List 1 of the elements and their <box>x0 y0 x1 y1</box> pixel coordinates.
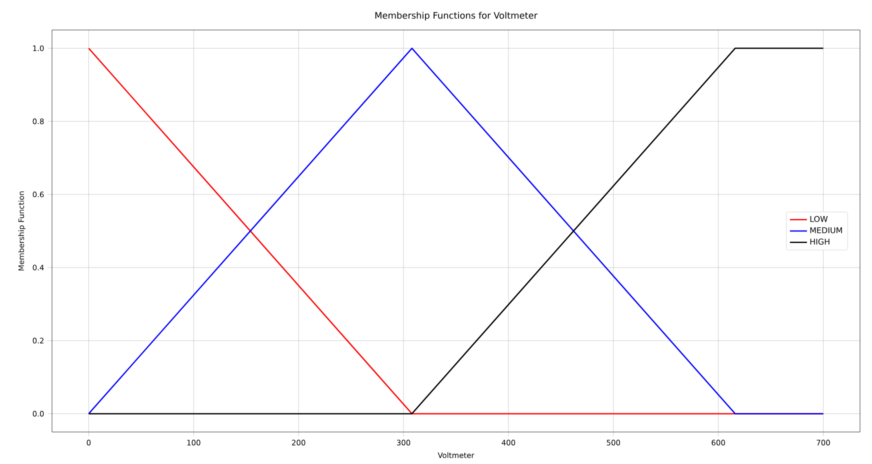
chart-title: Membership Functions for Voltmeter <box>375 12 538 20</box>
